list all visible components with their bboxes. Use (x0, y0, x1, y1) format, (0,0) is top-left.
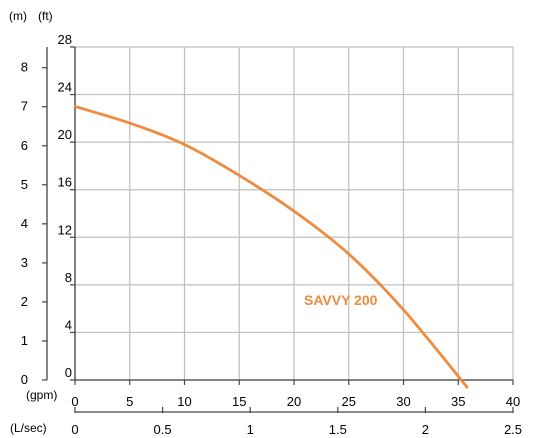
tick-label-ft: 28 (58, 32, 72, 47)
tick-label-ft: 12 (58, 222, 72, 237)
series-line (73, 105, 469, 389)
tick-label-m: 0 (21, 372, 28, 387)
unit-label-lps: (L/sec) (10, 421, 47, 435)
tick-label-ft: 8 (65, 270, 72, 285)
series-label: SAVVY 200 (304, 292, 378, 308)
tick-label-ft: 0 (65, 365, 72, 380)
tick-label-gpm: 40 (506, 394, 520, 409)
unit-label-m: (m) (9, 9, 27, 23)
tick-label-m: 5 (21, 177, 28, 192)
tick-label-lps: 0 (71, 422, 78, 437)
tick-label-gpm: 10 (177, 394, 191, 409)
tick-label-m: 4 (21, 216, 28, 231)
series-curve (73, 105, 469, 389)
tick-label-lps: 2 (422, 422, 429, 437)
tick-label-m: 1 (21, 333, 28, 348)
tick-label-ft: 16 (58, 175, 72, 190)
tick-label-ft: 24 (58, 80, 72, 95)
tick-label-gpm: 25 (342, 394, 356, 409)
tick-label-lps: 1 (247, 422, 254, 437)
tick-marks (42, 46, 514, 413)
tick-label-m: 6 (21, 138, 28, 153)
tick-label-lps: 1.5 (329, 422, 347, 437)
tick-label-gpm: 30 (396, 394, 410, 409)
tick-label-m: 3 (21, 255, 28, 270)
tick-label-m: 8 (21, 60, 28, 75)
unit-label-gpm: (gpm) (26, 388, 57, 402)
tick-label-lps: 0.5 (154, 422, 172, 437)
unit-label-ft: (ft) (38, 9, 53, 23)
tick-label-gpm: 35 (451, 394, 465, 409)
tick-label-ft: 20 (58, 127, 72, 142)
tick-label-m: 7 (21, 99, 28, 114)
tick-label-gpm: 15 (232, 394, 246, 409)
tick-label-m: 2 (21, 294, 28, 309)
tick-label-lps: 2.5 (504, 422, 522, 437)
tick-label-gpm: 0 (71, 394, 78, 409)
grid-lines (74, 46, 514, 381)
tick-label-gpm: 20 (287, 394, 301, 409)
tick-label-ft: 4 (65, 317, 72, 332)
tick-label-gpm: 5 (126, 394, 133, 409)
